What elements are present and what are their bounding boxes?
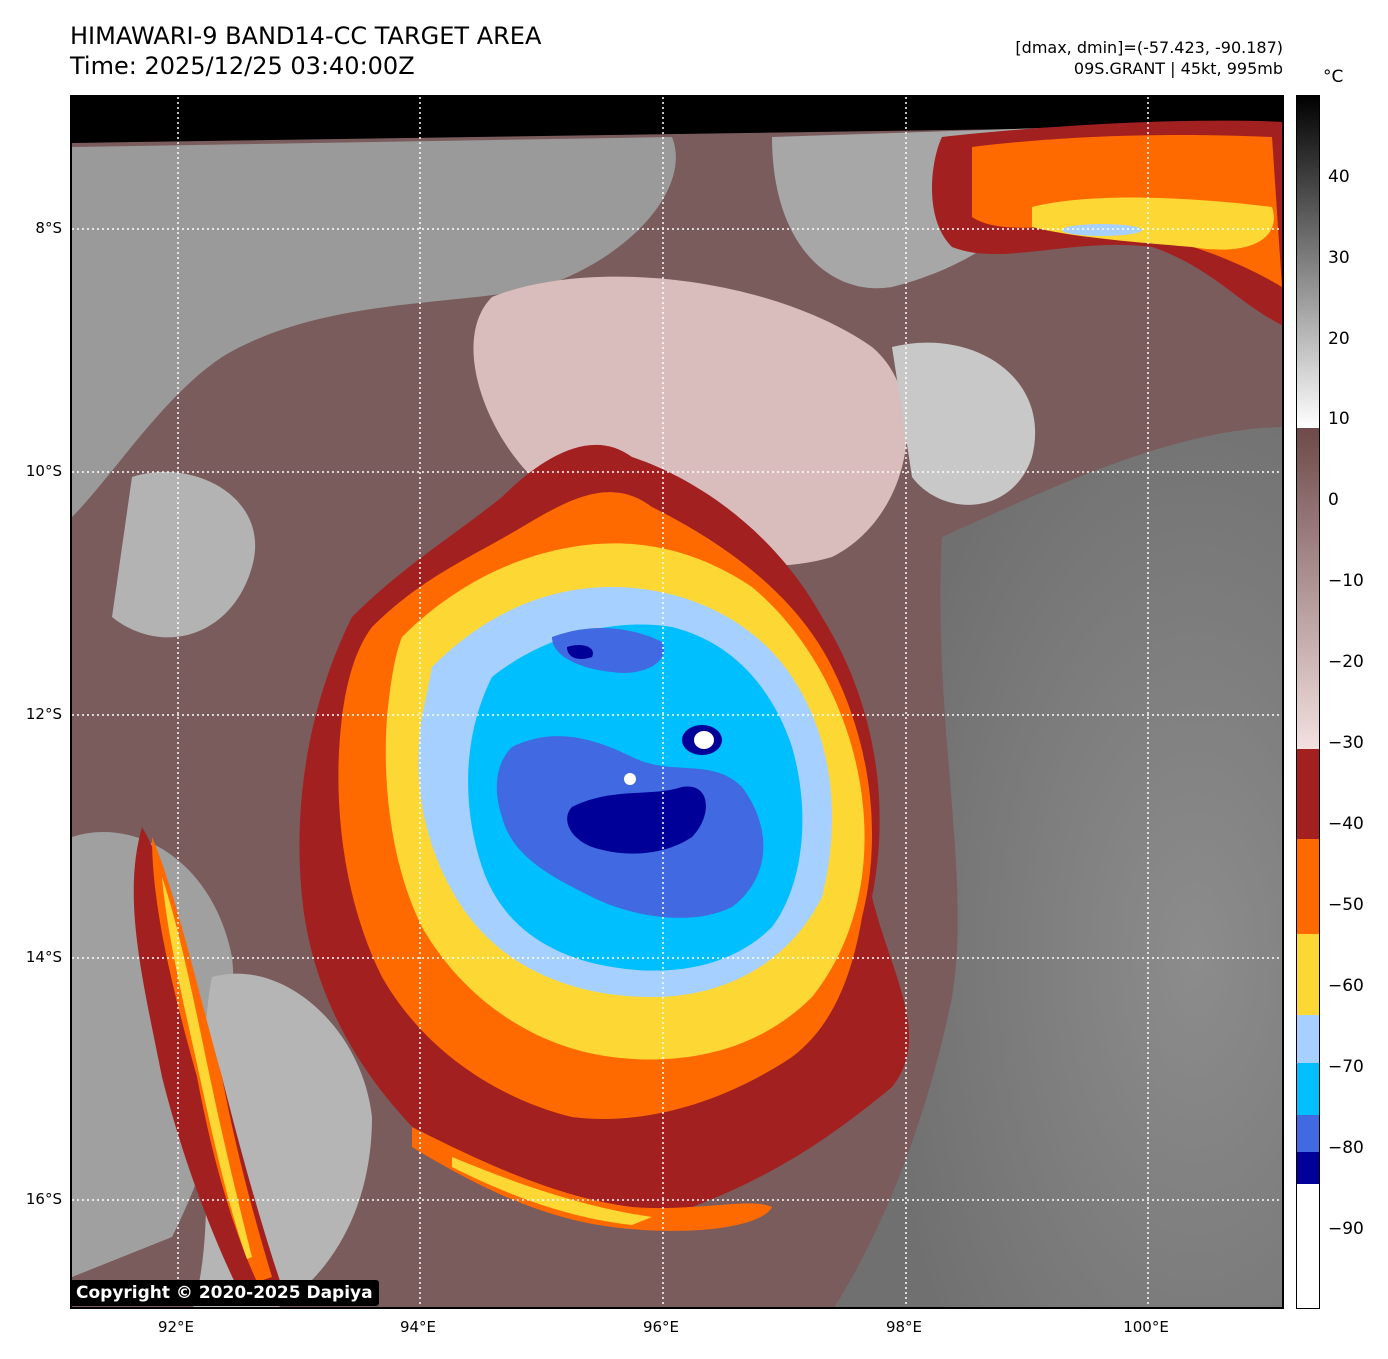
colorbar-tick: 0 <box>1328 490 1339 510</box>
colorbar-tick: 40 <box>1328 167 1350 187</box>
temperature-range: [dmax, dmin]=(-57.423, -90.187) <box>1015 38 1283 57</box>
clear-region-east <box>834 427 1282 1307</box>
satellite-image <box>70 95 1284 1309</box>
lon-label-92e: 92°E <box>157 1318 195 1336</box>
colorbar-tick: −40 <box>1328 814 1364 834</box>
colorbar-tick: −50 <box>1328 895 1364 915</box>
graticule <box>72 97 1282 1307</box>
colorbar-unit: °C <box>1323 67 1344 87</box>
lon-label-98e: 98°E <box>885 1318 923 1336</box>
colorbar-tick: −90 <box>1328 1219 1364 1239</box>
colorbar-tick: −20 <box>1328 652 1364 672</box>
lat-label-8s: 8°S <box>35 219 62 237</box>
storm-info: 09S.GRANT | 45kt, 995mb <box>1073 59 1283 78</box>
timestamp: Time: 2025/12/25 03:40:00Z <box>70 52 415 80</box>
lat-label-16s: 16°S <box>25 1190 62 1208</box>
colorbar-tick: −70 <box>1328 1057 1364 1077</box>
lon-label-94e: 94°E <box>399 1318 437 1336</box>
colorbar-tick: 20 <box>1328 329 1350 349</box>
colorbar-tick: −30 <box>1328 733 1364 753</box>
copyright-badge: Copyright © 2020-2025 Dapiya <box>70 1280 379 1306</box>
lat-label-12s: 12°S <box>25 705 62 723</box>
lat-label-10s: 10°S <box>25 462 62 480</box>
cloud-top-imagery <box>72 97 1282 1307</box>
lat-label-14s: 14°S <box>25 948 62 966</box>
colorbar-tick: −80 <box>1328 1138 1364 1158</box>
colorbar-tick: 30 <box>1328 248 1350 268</box>
colorbar-tick: 10 <box>1328 409 1350 429</box>
lon-label-96e: 96°E <box>642 1318 680 1336</box>
chart-title: HIMAWARI-9 BAND14-CC TARGET AREA <box>70 22 542 50</box>
colorbar-tick: −60 <box>1328 976 1364 996</box>
lon-label-100e: 100°E <box>1123 1318 1169 1336</box>
no-data-strip <box>72 97 1282 143</box>
colorbar-tick: −10 <box>1328 571 1364 591</box>
colorbar <box>1296 95 1320 1309</box>
